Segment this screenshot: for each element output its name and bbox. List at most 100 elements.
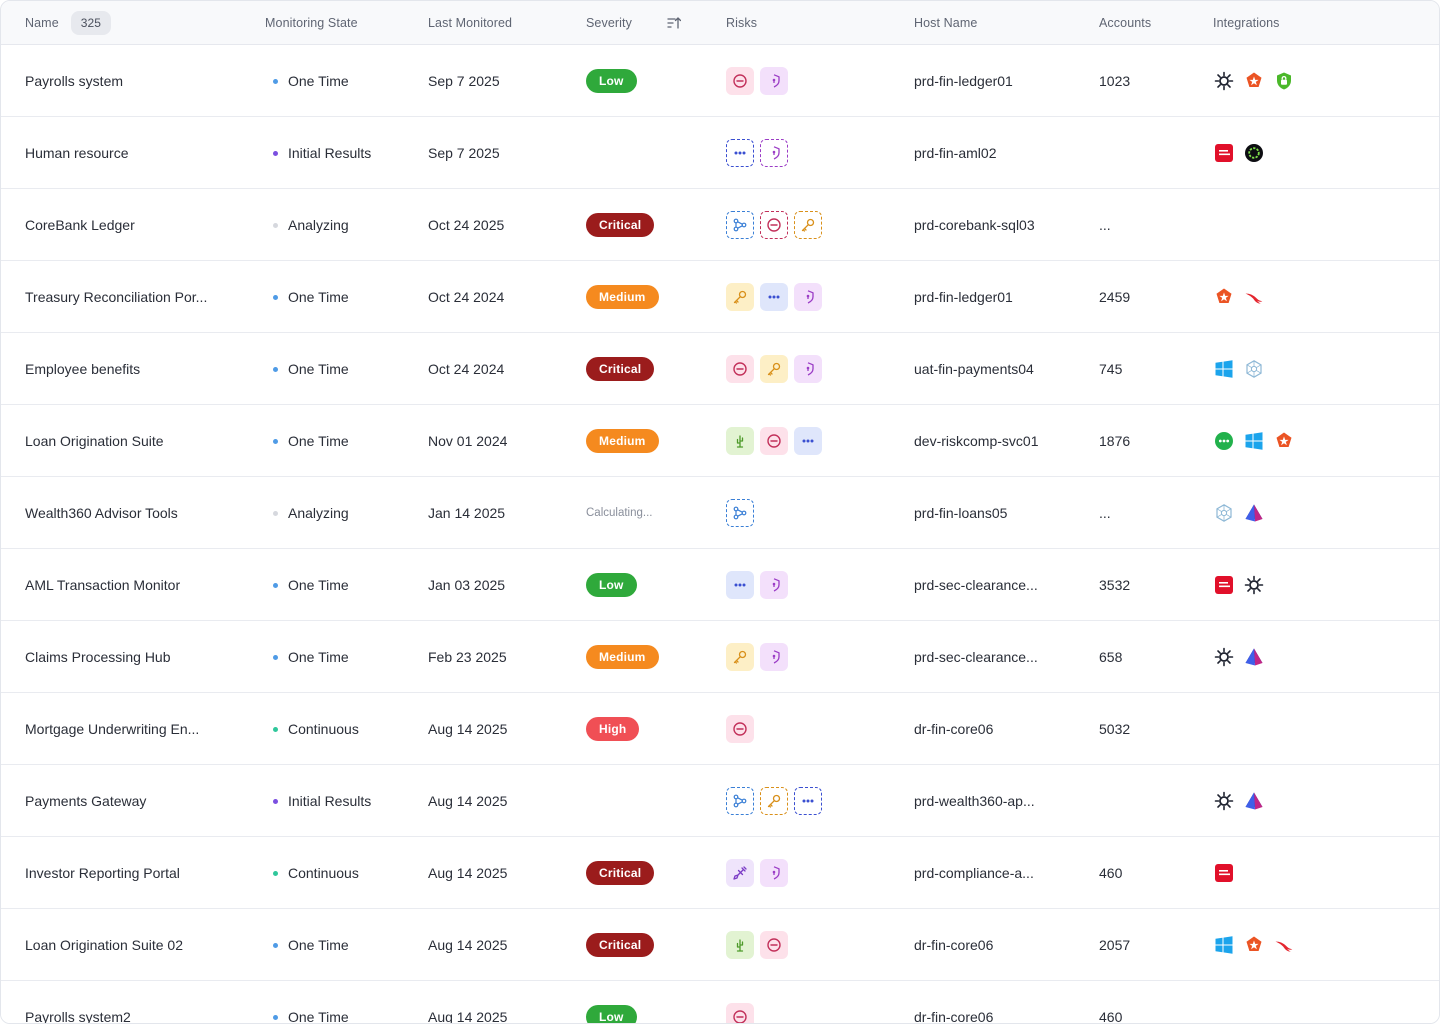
dots-icon[interactable] <box>794 427 822 455</box>
blocked-icon[interactable] <box>760 427 788 455</box>
table-row[interactable]: Treasury Reconciliation Por... One Time Oc… <box>1 261 1439 333</box>
blocked-icon[interactable] <box>726 67 754 95</box>
prism-icon[interactable] <box>1244 647 1264 667</box>
key-icon[interactable] <box>760 787 788 815</box>
share-icon[interactable] <box>726 787 754 815</box>
table-row[interactable]: Wealth360 Advisor Tools Analyzing Jan 14 2… <box>1 477 1439 549</box>
severity-cell: Low <box>586 549 637 621</box>
shield-icon[interactable] <box>794 355 822 383</box>
column-accounts[interactable]: Accounts <box>1099 16 1152 30</box>
column-severity[interactable]: Severity <box>586 16 632 30</box>
lock-shield-icon[interactable] <box>1274 71 1294 91</box>
plug-icon[interactable] <box>726 859 754 887</box>
sunburst-icon[interactable] <box>1244 575 1264 595</box>
windows-icon[interactable] <box>1214 935 1234 955</box>
blocked-icon[interactable] <box>726 1003 754 1023</box>
table-row[interactable]: AML Transaction Monitor One Time Jan 03 20… <box>1 549 1439 621</box>
blocked-icon[interactable] <box>726 355 754 383</box>
shield-icon[interactable] <box>760 67 788 95</box>
shield-icon[interactable] <box>794 283 822 311</box>
asset-name[interactable]: Human resource <box>25 145 129 161</box>
asset-name[interactable]: Employee benefits <box>25 361 141 377</box>
asset-name[interactable]: Mortgage Underwriting En... <box>25 721 200 737</box>
table-row[interactable]: Loan Origination Suite 02 One Time Aug 14 … <box>1 909 1439 981</box>
table-row[interactable]: Payrolls system One Time Sep 7 2025 Low prd-… <box>1 45 1439 117</box>
asset-name[interactable]: Claims Processing Hub <box>25 649 171 665</box>
shield-icon[interactable] <box>760 859 788 887</box>
sunburst-icon[interactable] <box>1214 647 1234 667</box>
column-last-monitored[interactable]: Last Monitored <box>428 16 513 30</box>
key-icon[interactable] <box>726 643 754 671</box>
column-host-name[interactable]: Host Name <box>914 16 978 30</box>
key-icon[interactable] <box>726 283 754 311</box>
auth0-icon[interactable] <box>1244 71 1264 91</box>
blocked-icon[interactable] <box>760 931 788 959</box>
column-integrations[interactable]: Integrations <box>1213 16 1280 30</box>
cactus-icon[interactable] <box>726 931 754 959</box>
table-header: Name 325 Monitoring State Last Monitored… <box>1 1 1439 45</box>
asset-name[interactable]: Payrolls system2 <box>25 1009 131 1024</box>
severity-cell: Critical <box>586 333 655 405</box>
windows-icon[interactable] <box>1244 431 1264 451</box>
auth0-icon[interactable] <box>1274 431 1294 451</box>
asset-name[interactable]: Treasury Reconciliation Por... <box>25 289 208 305</box>
last-monitored: Aug 14 2025 <box>428 1009 508 1024</box>
falcon-icon[interactable] <box>1274 935 1294 955</box>
auth0-icon[interactable] <box>1244 935 1264 955</box>
table-row[interactable]: Employee benefits One Time Oct 24 2024 Crit… <box>1 333 1439 405</box>
asset-name[interactable]: Loan Origination Suite 02 <box>25 937 183 953</box>
ping-identity-icon[interactable] <box>1214 575 1234 595</box>
ping-identity-icon[interactable] <box>1214 143 1234 163</box>
dots-icon[interactable] <box>726 571 754 599</box>
hex-icon[interactable] <box>1214 503 1234 523</box>
asset-name[interactable]: Loan Origination Suite <box>25 433 164 449</box>
asset-name[interactable]: Wealth360 Advisor Tools <box>25 505 178 521</box>
asset-name[interactable]: AML Transaction Monitor <box>25 577 181 593</box>
column-name[interactable]: Name 325 <box>25 1 112 45</box>
share-icon[interactable] <box>726 211 754 239</box>
ping-identity-icon[interactable] <box>1214 863 1234 883</box>
asset-name[interactable]: Payrolls system <box>25 73 124 89</box>
ring-dark-icon[interactable] <box>1244 143 1264 163</box>
cactus-icon[interactable] <box>726 427 754 455</box>
table-row[interactable]: Human resource Initial Results Sep 7 2025 p… <box>1 117 1439 189</box>
table-row[interactable]: Mortgage Underwriting En... Continuous Aug… <box>1 693 1439 765</box>
shield-icon[interactable] <box>760 571 788 599</box>
column-risks[interactable]: Risks <box>726 16 758 30</box>
state-label: Analyzing <box>288 217 349 233</box>
table-row[interactable]: Loan Origination Suite One Time Nov 01 202… <box>1 405 1439 477</box>
state-dot <box>273 798 278 804</box>
sunburst-icon[interactable] <box>1214 791 1234 811</box>
auth0-icon[interactable] <box>1214 287 1234 307</box>
blocked-icon[interactable] <box>726 715 754 743</box>
windows-icon[interactable] <box>1214 359 1234 379</box>
table-row[interactable]: CoreBank Ledger Analyzing Oct 24 2025 Criti… <box>1 189 1439 261</box>
column-monitoring-state[interactable]: Monitoring State <box>265 16 358 30</box>
shield-icon[interactable] <box>760 643 788 671</box>
table-row[interactable]: Claims Processing Hub One Time Feb 23 2025… <box>1 621 1439 693</box>
sort-icon[interactable] <box>667 16 681 30</box>
prism-icon[interactable] <box>1244 791 1264 811</box>
green-dots-icon[interactable] <box>1214 431 1234 451</box>
asset-name[interactable]: Payments Gateway <box>25 793 147 809</box>
state-dot <box>273 726 278 732</box>
sunburst-icon[interactable] <box>1214 71 1234 91</box>
prism-icon[interactable] <box>1244 503 1264 523</box>
key-icon[interactable] <box>794 211 822 239</box>
dots-icon[interactable] <box>760 283 788 311</box>
dots-icon[interactable] <box>726 139 754 167</box>
asset-name[interactable]: CoreBank Ledger <box>25 217 135 233</box>
shield-icon[interactable] <box>760 139 788 167</box>
blocked-icon[interactable] <box>760 211 788 239</box>
table-row[interactable]: Payments Gateway Initial Results Aug 14 20… <box>1 765 1439 837</box>
table-row[interactable]: Payrolls system2 One Time Aug 14 2025 Low dr… <box>1 981 1439 1024</box>
dots-icon[interactable] <box>794 787 822 815</box>
monitoring-state: One Time <box>273 621 349 693</box>
falcon-icon[interactable] <box>1244 287 1264 307</box>
state-dot <box>273 870 278 876</box>
key-icon[interactable] <box>760 355 788 383</box>
share-icon[interactable] <box>726 499 754 527</box>
asset-name[interactable]: Investor Reporting Portal <box>25 865 180 881</box>
table-row[interactable]: Investor Reporting Portal Continuous Aug 1… <box>1 837 1439 909</box>
hex-icon[interactable] <box>1244 359 1264 379</box>
